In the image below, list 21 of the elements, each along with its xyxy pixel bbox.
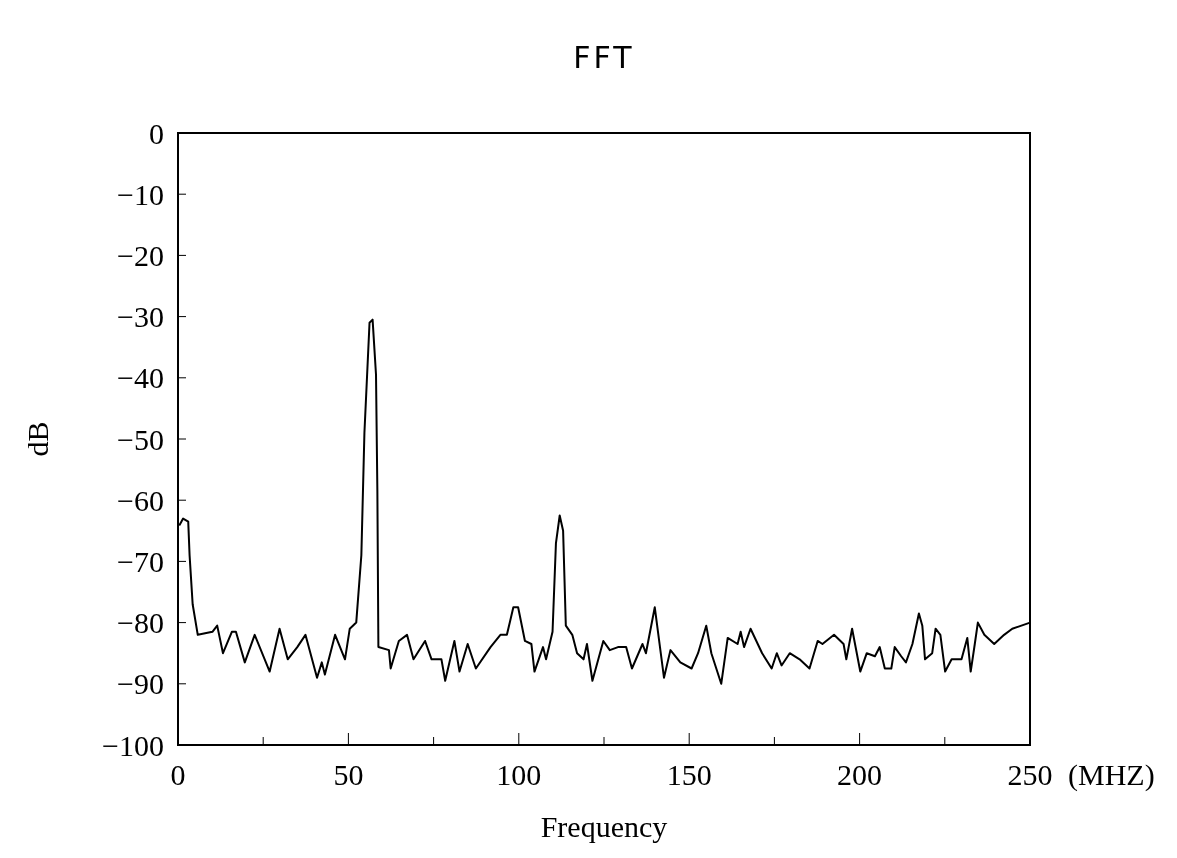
y-tick-label: −50 [117, 422, 164, 456]
y-tick-label: −10 [117, 177, 164, 211]
y-tick-label: −100 [102, 728, 164, 762]
y-tick-label: −90 [117, 667, 164, 701]
y-axis-title: dB [21, 421, 54, 457]
y-tick-label: −30 [117, 300, 164, 334]
y-tick-label: −60 [117, 483, 164, 517]
x-tick-label: 150 [666, 758, 712, 791]
x-tick-label: 0 [170, 758, 186, 791]
text: (MHZ) [1068, 758, 1155, 792]
x-axis-title: Frequency [540, 810, 668, 843]
y-tick-label: 0 [149, 116, 164, 150]
y-tick-label: −20 [117, 238, 164, 272]
x-tick-label: 250 [1007, 758, 1053, 791]
x-tick-label: 50 [333, 758, 364, 791]
chart-title: FFT [573, 40, 635, 75]
y-tick-label: −40 [117, 361, 164, 395]
y-tick-label: −80 [117, 606, 164, 640]
y-tick-label: −70 [117, 544, 164, 578]
x-tick-label: 100 [496, 758, 542, 791]
x-tick-label: 200 [837, 758, 883, 791]
